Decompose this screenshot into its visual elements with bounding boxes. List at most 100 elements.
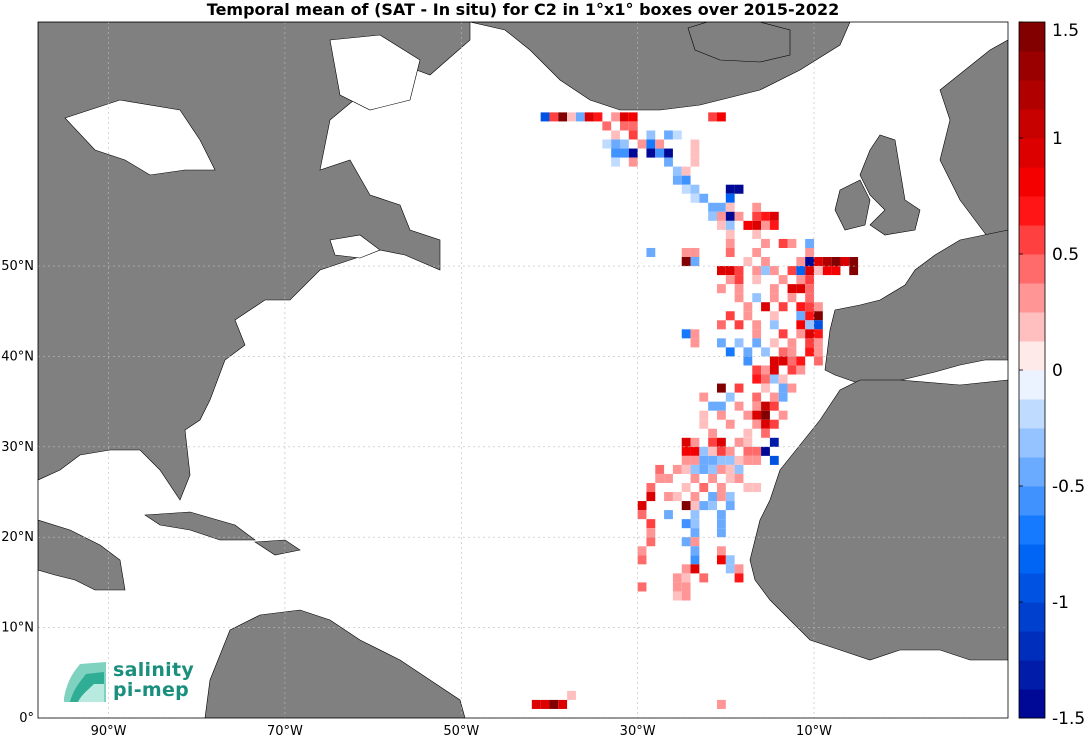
data-cell	[681, 564, 691, 574]
land-africa	[749, 379, 1008, 661]
colorbar-swatch	[1019, 544, 1045, 574]
data-cell	[761, 302, 770, 312]
data-cell	[699, 455, 709, 465]
colorbar-tick-label: -1.5	[1052, 709, 1085, 729]
colorbar-tick-label: 0.5	[1052, 245, 1079, 265]
data-cell	[708, 428, 717, 438]
data-cell	[743, 455, 753, 465]
data-cell	[611, 112, 620, 122]
data-cell	[672, 573, 682, 583]
data-cell	[752, 338, 762, 348]
data-cell	[725, 446, 735, 456]
data-cell	[708, 464, 717, 474]
data-cell	[717, 519, 726, 529]
data-cell	[681, 537, 691, 547]
data-cell	[690, 446, 700, 456]
data-cell	[717, 528, 726, 538]
data-cell	[646, 482, 656, 493]
data-cell	[761, 410, 770, 420]
data-cell	[620, 112, 629, 122]
data-cell	[822, 266, 832, 276]
data-cell	[752, 320, 762, 330]
data-cell	[725, 238, 735, 248]
colorbar-tick-label: 0	[1052, 361, 1063, 381]
data-cell	[778, 238, 788, 248]
data-cell	[743, 428, 753, 438]
data-cell	[725, 211, 735, 221]
data-cell	[699, 573, 709, 583]
data-cell	[602, 121, 612, 131]
data-cell	[761, 266, 770, 276]
data-cell	[655, 464, 665, 474]
data-cell	[752, 482, 762, 493]
data-cell	[637, 546, 647, 556]
data-cell	[628, 130, 638, 140]
data-cell	[734, 320, 744, 330]
data-cell	[743, 220, 753, 230]
data-cell	[681, 175, 691, 185]
data-cell	[840, 257, 850, 267]
data-cell	[717, 266, 726, 276]
data-cell	[805, 284, 814, 294]
data-cell	[796, 365, 806, 375]
data-cell	[672, 582, 682, 592]
data-cell	[769, 293, 779, 303]
colorbar-swatch	[1019, 167, 1045, 197]
data-cell	[681, 184, 691, 194]
data-cell	[699, 482, 709, 493]
data-cell	[646, 492, 656, 502]
land-south-america	[204, 609, 466, 718]
data-cell	[725, 311, 735, 321]
data-cell	[761, 446, 770, 456]
data-cell	[778, 347, 788, 357]
data-cell	[725, 555, 735, 565]
data-cell	[734, 284, 744, 294]
data-cell	[769, 419, 779, 429]
data-cell	[778, 302, 788, 312]
data-cell	[717, 699, 726, 709]
data-cell	[787, 284, 797, 294]
data-cell	[690, 546, 700, 556]
data-cell	[734, 437, 744, 447]
data-cell	[752, 365, 762, 375]
data-cell	[787, 238, 797, 248]
data-cell	[672, 175, 682, 185]
data-cell	[664, 130, 673, 140]
data-cell	[743, 302, 753, 312]
data-cell	[725, 247, 735, 258]
water-gulf-st-lawrence	[329, 234, 381, 259]
data-cell	[681, 482, 691, 493]
data-cell	[708, 446, 717, 456]
colorbar-swatch	[1019, 515, 1045, 545]
colorbar-tick-label: 1	[1052, 129, 1063, 149]
data-cell	[717, 555, 726, 565]
data-cell	[681, 166, 691, 176]
colorbar: 1.5 1 0.5 0 -0.5 -1 -1.5	[1018, 21, 1085, 729]
colorbar-swatch	[1019, 689, 1045, 719]
data-cell	[646, 519, 656, 529]
data-cell	[761, 257, 770, 267]
data-cell	[611, 130, 620, 140]
data-cell	[699, 419, 709, 429]
data-cell	[708, 401, 717, 411]
data-cell	[752, 392, 762, 402]
colorbar-tick-label: -1	[1052, 593, 1069, 613]
data-cell	[778, 374, 788, 384]
data-cell	[725, 464, 735, 474]
colorbar-swatch	[1019, 312, 1045, 342]
data-cell	[805, 347, 814, 357]
data-cell	[681, 455, 691, 465]
colorbar-swatch	[1019, 109, 1045, 139]
data-cell	[734, 184, 744, 194]
data-cell	[769, 211, 779, 221]
data-cell	[717, 320, 726, 330]
data-cell	[628, 148, 638, 158]
data-cell	[646, 148, 656, 158]
y-tick-label: 20°N	[1, 530, 34, 545]
data-cell	[743, 437, 753, 447]
data-cell	[628, 157, 638, 167]
data-cell	[672, 464, 682, 474]
data-cell	[725, 492, 735, 502]
data-cell	[752, 211, 762, 221]
